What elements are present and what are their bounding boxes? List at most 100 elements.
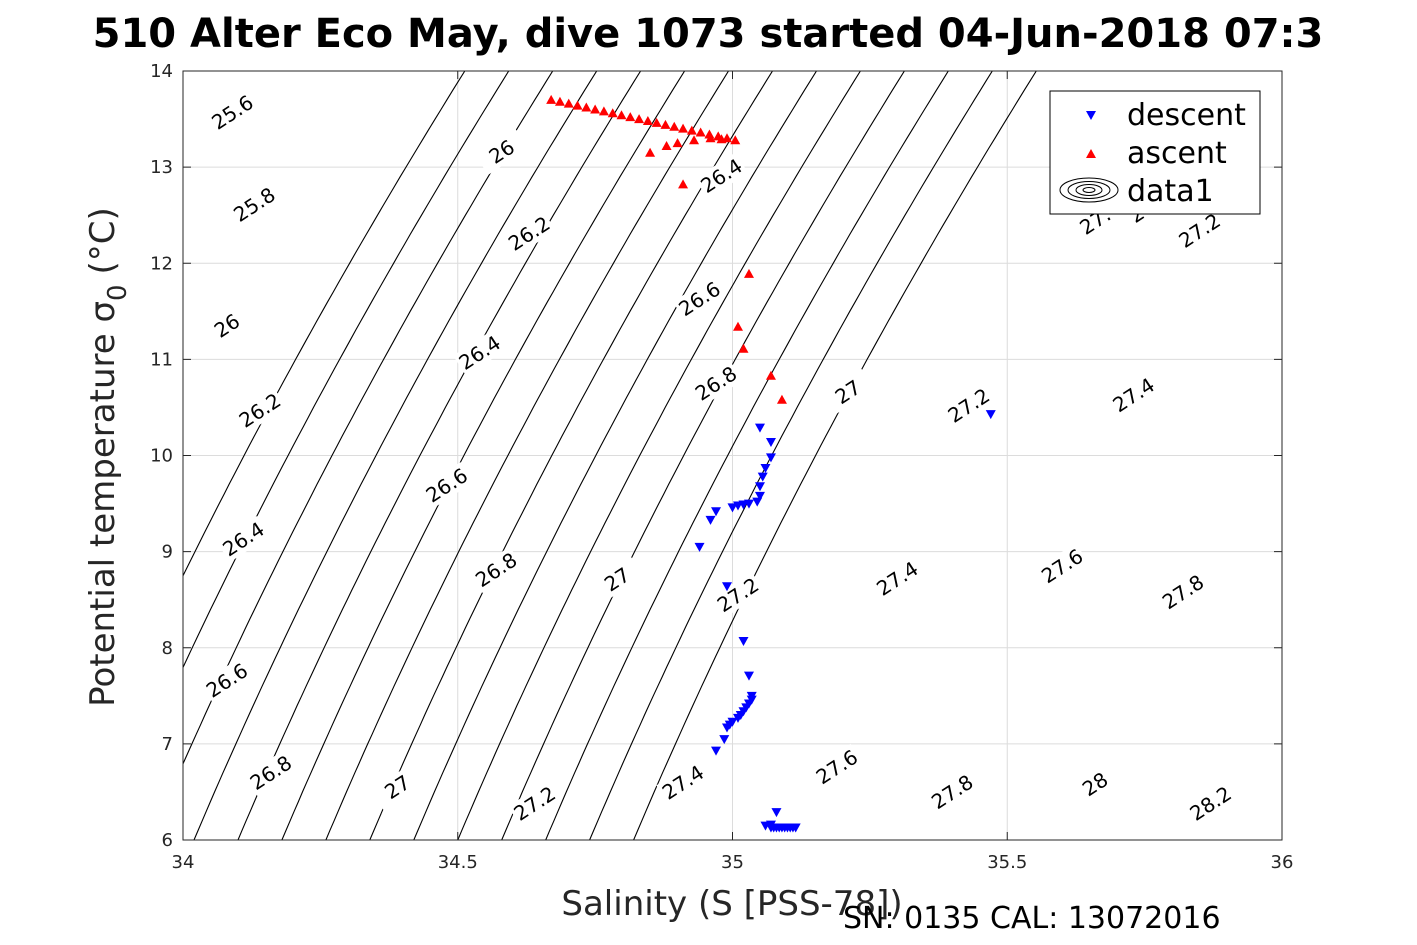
density-contours <box>183 71 1037 840</box>
descent-point <box>754 491 765 501</box>
ascent-point <box>689 135 700 145</box>
descent-point <box>771 808 782 818</box>
y-axis-label-unit: (°C) <box>83 207 123 274</box>
legend-descent-label: descent <box>1127 98 1246 133</box>
descent-point <box>743 671 754 681</box>
ascent-point <box>634 114 645 124</box>
contour-label-bg <box>200 302 254 349</box>
ascent-point <box>678 179 689 189</box>
descent-point <box>754 482 765 492</box>
ascent-point <box>686 125 697 135</box>
descent-point <box>694 542 705 552</box>
y-tick-label: 9 <box>162 542 173 563</box>
contour-label-bg <box>810 743 864 791</box>
descent-point <box>711 746 722 756</box>
y-tick-label: 8 <box>162 638 173 659</box>
isopycnal-25.6 <box>183 71 466 578</box>
ascent-point <box>651 117 662 127</box>
contour-label-bg <box>205 89 260 136</box>
descent-point <box>727 503 738 513</box>
x-tick-label: 35.5 <box>987 852 1027 873</box>
chart-title: 510 Alter Eco May, dive 1073 started 04-… <box>93 11 1324 57</box>
descent-point <box>790 823 801 833</box>
x-tick-label: 35 <box>721 852 744 873</box>
legend-data1-label: data1 <box>1127 174 1214 209</box>
ascent-point <box>743 268 754 278</box>
contour-label-bg <box>233 387 287 434</box>
contour-label-bg <box>475 128 529 175</box>
isopycnal-27.2 <box>413 71 818 840</box>
legend: descent ascent data1 <box>1049 90 1261 215</box>
legend-contour-icon <box>1059 177 1119 203</box>
y-axis-label-main: Potential temperature σ <box>83 301 123 707</box>
descent-point <box>722 582 733 592</box>
contour-label-bg <box>942 382 996 429</box>
y-tick-label: 12 <box>150 253 173 274</box>
descent-point <box>722 723 733 733</box>
descent-point <box>732 713 743 723</box>
y-tick-label: 14 <box>150 61 173 82</box>
contour-label-bg <box>1106 371 1161 419</box>
ascent-point <box>554 96 565 106</box>
ascent-point <box>625 112 636 122</box>
ascent-point <box>645 147 656 157</box>
isopycnal-27.4 <box>457 71 862 840</box>
contour-label-bg <box>508 780 562 827</box>
serial-calibration-footer: SN: 0135 CAL: 13072016 <box>843 901 1221 936</box>
x-axis-ticks: 34 34.5 35 35.5 36 <box>172 71 1294 873</box>
ascent-point <box>607 108 618 118</box>
ascent-point <box>616 110 627 120</box>
ascent-point <box>730 135 741 145</box>
contour-label-bg <box>1068 761 1122 808</box>
contour-label-bg <box>216 515 271 563</box>
contour-label-bg <box>672 275 727 322</box>
y-tick-label: 11 <box>150 349 173 370</box>
contour-label-bg <box>200 657 254 704</box>
descent-point <box>760 463 771 473</box>
isopycnal-27.6 <box>501 71 906 840</box>
contour-label-bg <box>689 360 743 407</box>
x-tick-label: 36 <box>1271 852 1294 873</box>
contour-label-bg <box>1183 780 1238 827</box>
legend-descent-marker <box>1086 111 1096 120</box>
y-tick-label: 13 <box>150 157 173 178</box>
contour-label-bg <box>656 759 710 806</box>
descent-point <box>752 497 763 507</box>
descent-point <box>754 423 765 433</box>
contour-label-bg <box>1035 542 1089 590</box>
contour-label-bg <box>244 749 298 796</box>
contour-label-bg <box>870 555 925 602</box>
x-tick-label: 34.5 <box>438 852 478 873</box>
contour-label-bg <box>821 368 875 416</box>
ascent-point <box>705 133 716 143</box>
ascent-point <box>660 119 671 129</box>
contour-label-bg <box>590 556 644 603</box>
ascent-point <box>546 94 557 104</box>
contour-label-bg <box>502 210 556 257</box>
ascent-point <box>716 134 727 144</box>
y-axis-ticks: 6 7 8 9 10 11 12 13 14 <box>150 61 1282 851</box>
ascent-point <box>672 138 683 148</box>
contour-label-bg <box>370 763 424 811</box>
x-axis-label: Salinity (S [PSS-78]) <box>561 884 902 924</box>
ascent-point <box>563 98 574 108</box>
descent-point <box>985 410 996 420</box>
y-tick-label: 7 <box>162 734 173 755</box>
descent-series <box>694 410 996 833</box>
contour-label-bg <box>925 768 979 816</box>
descent-point <box>705 515 716 525</box>
contour-label-bg <box>694 152 749 199</box>
isopycnal-26.4 <box>237 71 642 840</box>
ascent-point <box>661 140 672 150</box>
descent-point <box>719 735 730 745</box>
legend-ascent-marker <box>1086 149 1096 158</box>
contour-label-bg <box>469 546 523 594</box>
ascent-point <box>669 121 680 131</box>
isopycnal-25.8 <box>183 71 510 669</box>
contour-label-bg <box>227 181 282 228</box>
x-tick-label: 34 <box>172 852 195 873</box>
descent-point <box>711 507 722 517</box>
descent-point <box>738 637 749 647</box>
ascent-point <box>732 321 743 331</box>
